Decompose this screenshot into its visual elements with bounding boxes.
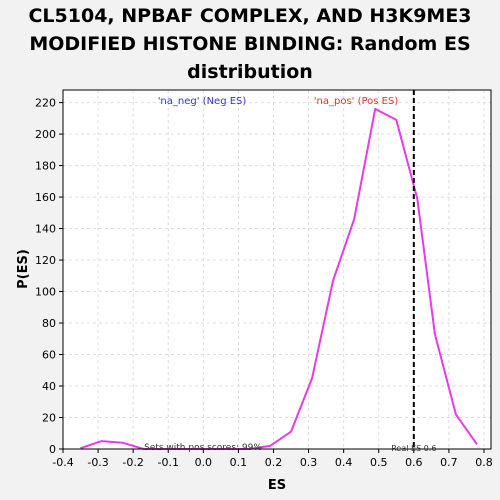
pos-es-label: 'na_pos' (Pos ES) — [314, 96, 399, 107]
x-tick-label: -0.4 — [52, 456, 73, 469]
x-tick-label: 0.2 — [265, 456, 283, 469]
x-tick-label: 0.3 — [300, 456, 318, 469]
x-axis-label: ES — [268, 478, 286, 493]
x-tick-label: 0.0 — [195, 456, 213, 469]
y-tick-label: 100 — [35, 286, 56, 299]
x-tick-label: 0.5 — [370, 456, 388, 469]
y-axis: 0 20 40 60 80 100 120 140 160 180 200 220 — [35, 97, 63, 456]
pos-scores-label: Sets with pos scores: 99% — [144, 443, 262, 453]
x-tick-label: 0.1 — [230, 456, 248, 469]
y-tick-label: 0 — [49, 443, 56, 456]
chart-title-line-1: CL5104, NPBAF COMPLEX, AND H3K9ME3 — [28, 5, 472, 27]
chart-title-line-2: MODIFIED HISTONE BINDING: Random ES — [29, 33, 471, 55]
x-tick-label: 0.4 — [335, 456, 353, 469]
real-es-label: Real ES 0.6 — [391, 444, 436, 453]
x-tick-label: 0.7 — [440, 456, 458, 469]
grid — [62, 90, 491, 450]
y-tick-label: 140 — [35, 223, 56, 236]
y-tick-label: 20 — [42, 412, 56, 425]
x-tick-label: 0.8 — [475, 456, 493, 469]
y-tick-label: 60 — [42, 349, 56, 362]
plot-area — [63, 90, 491, 449]
y-tick-label: 220 — [35, 97, 56, 110]
plot-frame — [62, 89, 492, 450]
chart-title-line-3: distribution — [187, 61, 313, 83]
y-axis-label: P(ES) — [16, 249, 31, 289]
x-axis: -0.4 -0.3 -0.2 -0.1 0.0 0.1 0.2 0.3 0.4 0.5 0.6 0.7… — [52, 449, 493, 469]
neg-es-label: 'na_neg' (Neg ES) — [158, 96, 247, 107]
y-tick-label: 200 — [35, 128, 56, 141]
x-tick-label: 0.6 — [405, 456, 423, 469]
x-tick-label: -0.1 — [158, 456, 179, 469]
y-tick-label: 40 — [42, 380, 56, 393]
x-tick-label: -0.2 — [122, 456, 143, 469]
chart-title: CL5104, NPBAF COMPLEX, AND H3K9ME3 MODIF… — [0, 2, 500, 86]
y-tick-label: 120 — [35, 254, 56, 267]
x-tick-label: -0.3 — [87, 456, 108, 469]
y-tick-label: 180 — [35, 160, 56, 173]
y-tick-label: 80 — [42, 317, 56, 330]
y-tick-label: 160 — [35, 191, 56, 204]
